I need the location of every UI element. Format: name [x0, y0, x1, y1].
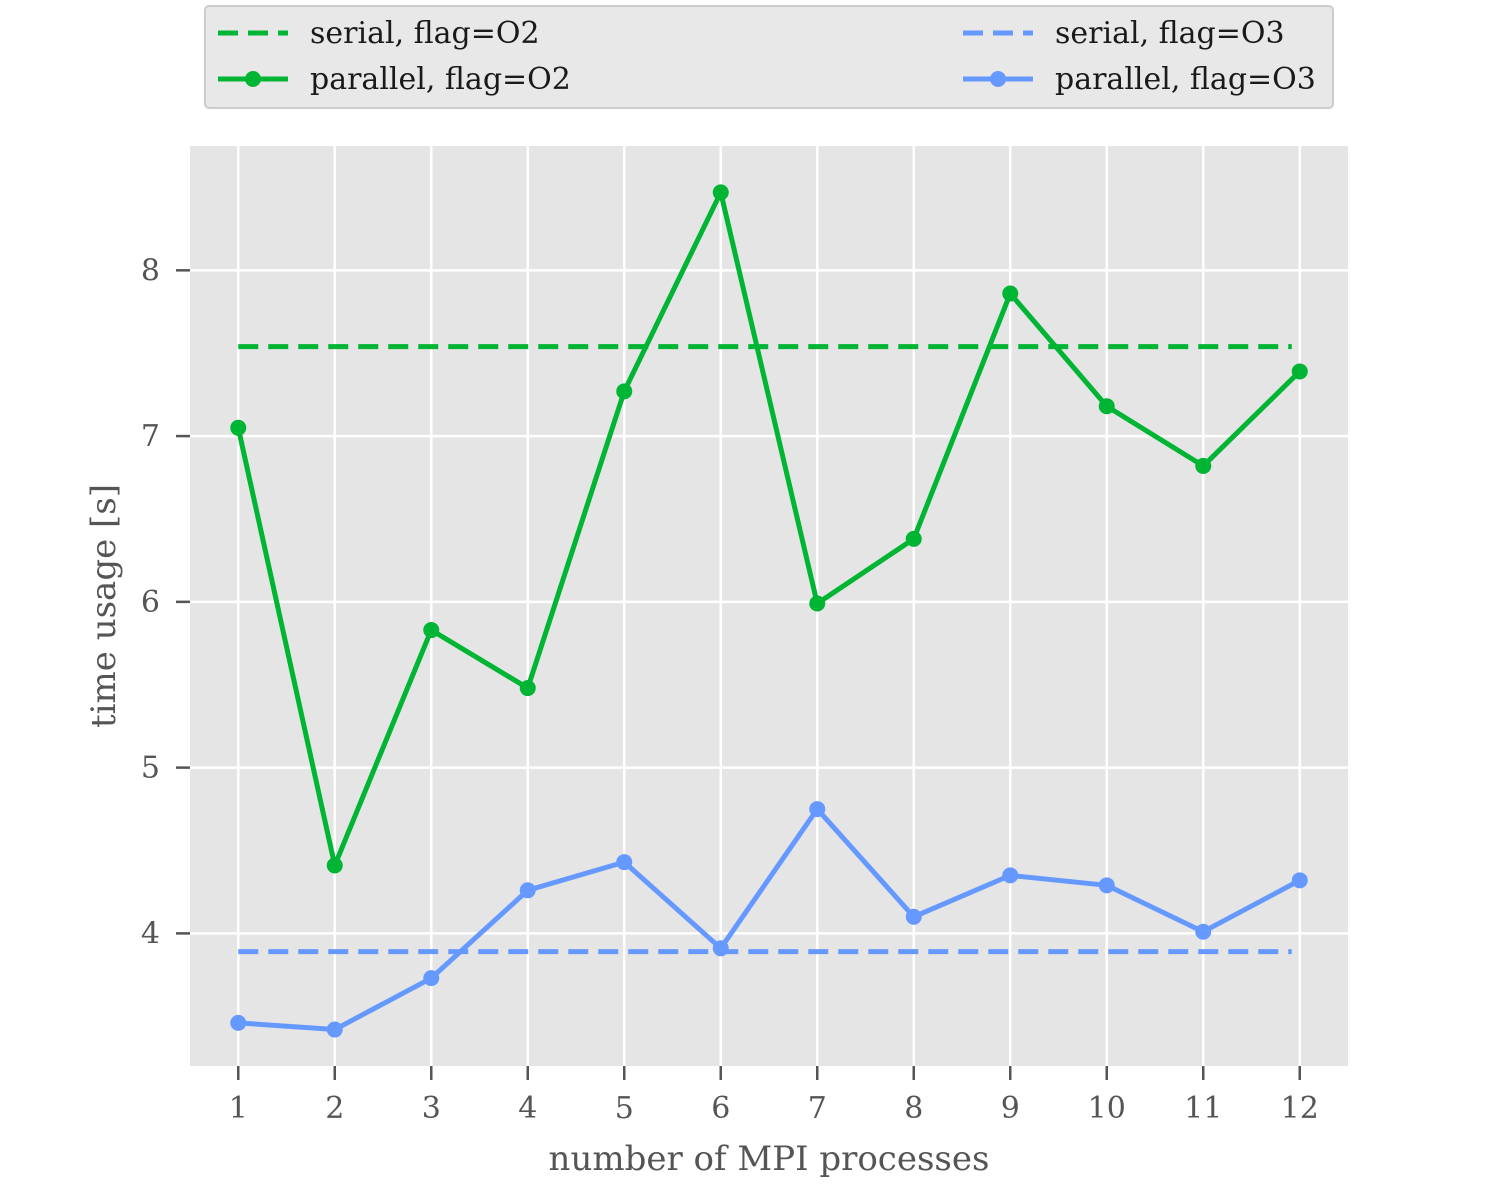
legend-item: parallel, flag=O3 [963, 62, 1316, 97]
data-point [905, 908, 922, 925]
legend-item: serial, flag=O2 [218, 16, 540, 51]
data-point [712, 940, 729, 957]
x-tick-label: 8 [904, 1091, 923, 1126]
legend-label: parallel, flag=O2 [310, 62, 571, 97]
data-point [1098, 877, 1115, 894]
y-tick-label: 6 [141, 585, 160, 620]
x-axis-title: number of MPI processes [549, 1139, 990, 1179]
legend-item: serial, flag=O3 [963, 16, 1285, 51]
data-point [1195, 457, 1212, 474]
legend-box [204, 5, 1334, 109]
data-point [326, 1021, 343, 1038]
data-point [809, 801, 826, 818]
x-tick-label: 4 [518, 1091, 537, 1126]
grid-lines [190, 146, 1348, 1066]
data-point [230, 419, 247, 436]
x-tick-label: 5 [615, 1091, 634, 1126]
data-point [616, 854, 633, 871]
series-line [238, 806, 1301, 1033]
data-point [1291, 872, 1308, 889]
data-point [519, 882, 536, 899]
data-point [809, 595, 826, 612]
x-tick-label: 11 [1184, 1091, 1222, 1126]
y-tick-label: 7 [141, 419, 160, 454]
plot-area [190, 146, 1348, 1066]
x-tick-label: 6 [711, 1091, 730, 1126]
y-tick-label: 8 [141, 253, 160, 288]
data-point [1291, 363, 1308, 380]
y-axis: 4 5 6 7 8 [141, 253, 190, 951]
data-point [326, 857, 343, 874]
legend-label: parallel, flag=O3 [1055, 62, 1316, 97]
legend-label: serial, flag=O3 [1055, 16, 1285, 51]
y-tick-label: 5 [141, 751, 160, 786]
data-point [1002, 867, 1019, 884]
x-tick-label: 2 [325, 1091, 344, 1126]
data-point [423, 970, 440, 987]
data-point [1195, 923, 1212, 940]
series-1 [230, 184, 1308, 874]
data-point [423, 622, 440, 639]
x-tick-label: 12 [1281, 1091, 1319, 1126]
x-axis: 1 2 3 4 5 6 7 8 9 10 11 12 [229, 1066, 1319, 1126]
data-point [712, 184, 729, 201]
series-line [235, 189, 1302, 868]
y-axis-title: time usage [s] [84, 484, 124, 728]
legend: serial, flag=O2 parallel, flag=O2 serial, … [204, 5, 1334, 109]
data-point [616, 383, 633, 400]
data-point [905, 530, 922, 547]
legend-label: serial, flag=O2 [310, 16, 540, 51]
x-tick-label: 3 [422, 1091, 441, 1126]
data-point [519, 680, 536, 697]
series-layer [230, 184, 1308, 1038]
x-tick-label: 7 [808, 1091, 827, 1126]
x-tick-label: 9 [1001, 1091, 1020, 1126]
legend-marker [990, 71, 1006, 87]
data-point [230, 1014, 247, 1031]
data-point [1002, 285, 1019, 302]
data-point [1098, 398, 1115, 415]
legend-marker [245, 71, 261, 87]
x-tick-label: 1 [229, 1091, 248, 1126]
series-3 [230, 801, 1308, 1038]
x-tick-label: 10 [1088, 1091, 1126, 1126]
y-tick-label: 4 [141, 916, 160, 951]
legend-item: parallel, flag=O2 [218, 62, 571, 97]
